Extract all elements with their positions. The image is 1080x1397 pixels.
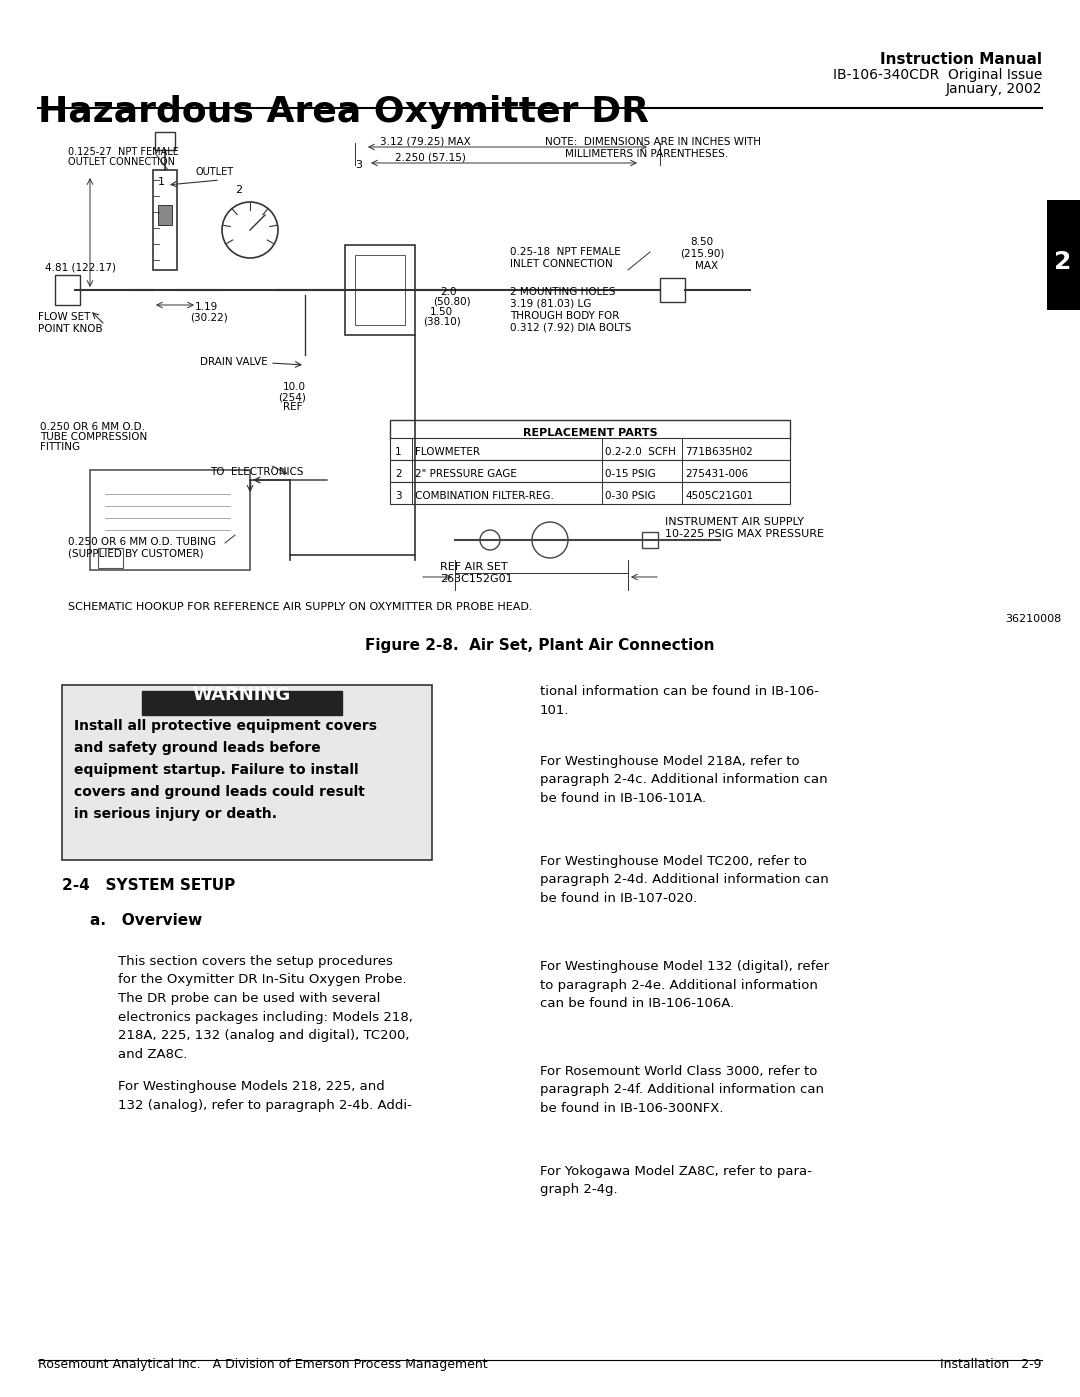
Text: 0.250 OR 6 MM O.D. TUBING: 0.250 OR 6 MM O.D. TUBING [68,536,216,548]
Bar [158,205,172,225]
Text: IB-106-340CDR  Original Issue: IB-106-340CDR Original Issue [833,68,1042,82]
Text: 0.250 OR 6 MM O.D.: 0.250 OR 6 MM O.D. [40,422,145,432]
Text: Figure 2-8.  Air Set, Plant Air Connection: Figure 2-8. Air Set, Plant Air Connectio… [365,638,715,652]
Bar [642,532,658,548]
Text: FLOW SET: FLOW SET [38,312,91,321]
Text: 275431-006: 275431-006 [685,469,748,479]
Text: (254): (254) [278,393,306,402]
Bar [390,460,789,482]
Text: and safety ground leads before: and safety ground leads before [75,740,321,754]
Bar [141,692,342,715]
Bar [390,482,789,504]
Text: For Westinghouse Model 132 (digital), refer
to paragraph 2-4e. Additional inform: For Westinghouse Model 132 (digital), re… [540,960,829,1010]
Text: For Westinghouse Model 218A, refer to
paragraph 2-4c. Additional information can: For Westinghouse Model 218A, refer to pa… [540,754,827,805]
Text: 2-4   SYSTEM SETUP: 2-4 SYSTEM SETUP [62,877,235,893]
Text: 2: 2 [395,469,402,479]
Text: 4505C21G01: 4505C21G01 [685,490,753,502]
Text: For Westinghouse Models 218, 225, and
132 (analog), refer to paragraph 2-4b. Add: For Westinghouse Models 218, 225, and 13… [118,1080,411,1112]
Text: (215.90): (215.90) [680,249,725,258]
Text: REF AIR SET: REF AIR SET [440,562,508,571]
Bar [156,131,175,149]
Text: 2" PRESSURE GAGE: 2" PRESSURE GAGE [415,469,517,479]
Bar [153,170,177,270]
Text: FITTING: FITTING [40,441,80,453]
Text: This section covers the setup procedures
for the Oxymitter DR In-Situ Oxygen Pro: This section covers the setup procedures… [118,956,413,1060]
Text: 0-30 PSIG: 0-30 PSIG [605,490,656,502]
Bar [660,278,685,302]
Text: (38.10): (38.10) [423,317,461,327]
Text: For Westinghouse Model TC200, refer to
paragraph 2-4d. Additional information ca: For Westinghouse Model TC200, refer to p… [540,855,828,905]
Text: 36210008: 36210008 [1005,615,1062,624]
Text: Instruction Manual: Instruction Manual [880,52,1042,67]
Text: 0.312 (7.92) DIA BOLTS: 0.312 (7.92) DIA BOLTS [510,323,632,332]
Text: 3.19 (81.03) LG: 3.19 (81.03) LG [510,299,592,309]
Text: 3: 3 [355,161,362,170]
Bar [55,275,80,305]
Text: 10.0: 10.0 [283,381,306,393]
Text: covers and ground leads could result: covers and ground leads could result [75,785,365,799]
Text: 0.2-2.0  SCFH: 0.2-2.0 SCFH [605,447,676,457]
Text: THROUGH BODY FOR: THROUGH BODY FOR [510,312,619,321]
Text: (50.80): (50.80) [433,298,471,307]
Bar [1047,200,1080,310]
Text: 1: 1 [395,447,402,457]
Text: 3: 3 [395,490,402,502]
Text: 1.19: 1.19 [195,302,218,312]
Bar [390,439,789,460]
Text: 771B635H02: 771B635H02 [685,447,753,457]
Text: 2: 2 [235,184,242,196]
Text: FLOWMETER: FLOWMETER [415,447,480,457]
Text: Hazardous Area Oxymitter DR: Hazardous Area Oxymitter DR [38,95,649,129]
Text: OUTLET CONNECTION: OUTLET CONNECTION [68,156,175,168]
Bar [345,244,415,335]
Text: 10-225 PSIG MAX PRESSURE: 10-225 PSIG MAX PRESSURE [665,529,824,539]
Bar [355,256,405,326]
Text: COMBINATION FILTER-REG.: COMBINATION FILTER-REG. [415,490,554,502]
Text: 0-15 PSIG: 0-15 PSIG [605,469,656,479]
Text: 2: 2 [1054,250,1071,274]
Text: 0.25-18  NPT FEMALE: 0.25-18 NPT FEMALE [510,247,621,257]
Text: NOTE:  DIMENSIONS ARE IN INCHES WITH: NOTE: DIMENSIONS ARE IN INCHES WITH [545,137,761,147]
Bar [62,685,432,861]
Text: 4.81 (122.17): 4.81 (122.17) [45,263,116,272]
Text: 1: 1 [158,177,165,187]
Text: WARNING: WARNING [193,686,292,704]
Text: a.   Overview: a. Overview [90,914,202,928]
Text: 2.0: 2.0 [440,286,457,298]
Text: 1.50: 1.50 [430,307,454,317]
Text: TUBE COMPRESSION: TUBE COMPRESSION [40,432,147,441]
Text: 2 MOUNTING HOLES: 2 MOUNTING HOLES [510,286,616,298]
Text: For Yokogawa Model ZA8C, refer to para-
graph 2-4g.: For Yokogawa Model ZA8C, refer to para- … [540,1165,812,1196]
Text: DRAIN VALVE: DRAIN VALVE [200,358,268,367]
Bar [90,469,249,570]
Text: POINT KNOB: POINT KNOB [38,324,103,334]
Text: MILLIMETERS IN PARENTHESES.: MILLIMETERS IN PARENTHESES. [565,149,728,159]
Text: 3.12 (79.25) MAX: 3.12 (79.25) MAX [380,137,471,147]
Text: INLET CONNECTION: INLET CONNECTION [510,258,612,270]
Text: 8.50: 8.50 [690,237,713,247]
Text: 0.125-27  NPT FEMALE: 0.125-27 NPT FEMALE [68,147,179,156]
Text: OUTLET: OUTLET [195,168,233,177]
Text: MAX: MAX [696,261,718,271]
Text: equipment startup. Failure to install: equipment startup. Failure to install [75,763,359,777]
Text: INSTRUMENT AIR SUPPLY: INSTRUMENT AIR SUPPLY [665,517,804,527]
Text: Install all protective equipment covers: Install all protective equipment covers [75,719,377,733]
Text: 263C152G01: 263C152G01 [440,574,513,584]
Text: REPLACEMENT PARTS: REPLACEMENT PARTS [523,427,658,439]
Bar [390,420,789,440]
Text: Rosemount Analytical Inc.   A Division of Emerson Process Management: Rosemount Analytical Inc. A Division of … [38,1358,488,1370]
Text: For Rosemount World Class 3000, refer to
paragraph 2-4f. Additional information : For Rosemount World Class 3000, refer to… [540,1065,824,1115]
Text: tional information can be found in IB-106-
101.: tional information can be found in IB-10… [540,685,819,717]
Text: in serious injury or death.: in serious injury or death. [75,807,276,821]
Bar [98,548,123,569]
Text: Installation   2-9: Installation 2-9 [941,1358,1042,1370]
Text: SCHEMATIC HOOKUP FOR REFERENCE AIR SUPPLY ON OXYMITTER DR PROBE HEAD.: SCHEMATIC HOOKUP FOR REFERENCE AIR SUPPL… [68,602,532,612]
Text: TO  ELECTRONICS: TO ELECTRONICS [210,467,303,476]
Text: (SUPPLIED BY CUSTOMER): (SUPPLIED BY CUSTOMER) [68,549,204,559]
Text: (30.22): (30.22) [190,312,228,321]
Text: 2.250 (57.15): 2.250 (57.15) [395,152,465,162]
Text: REF: REF [283,402,302,412]
Text: January, 2002: January, 2002 [945,82,1042,96]
